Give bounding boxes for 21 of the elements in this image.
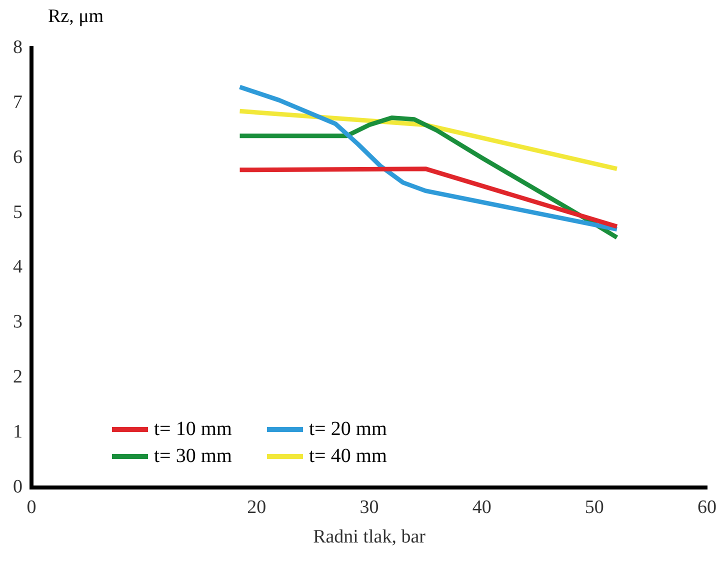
x-tick-label: 0 bbox=[26, 496, 36, 518]
x-tick-label: 40 bbox=[472, 496, 492, 518]
y-tick-label: 7 bbox=[13, 92, 22, 113]
x-tick-label: 50 bbox=[584, 496, 604, 518]
x-tick-label: 30 bbox=[360, 496, 379, 518]
y-tick-label: 4 bbox=[13, 256, 23, 278]
legend-label: t= 30 mm bbox=[154, 445, 232, 468]
x-tick-label: 20 bbox=[247, 496, 266, 518]
y-tick-label: 8 bbox=[13, 36, 22, 58]
y-tick-label: 0 bbox=[13, 476, 22, 498]
y-axis-title: Rz, μm bbox=[48, 6, 104, 28]
y-tick-label: 1 bbox=[13, 421, 22, 442]
x-tick-label: 60 bbox=[698, 496, 716, 518]
y-tick-label: 3 bbox=[13, 312, 22, 333]
y-tick-label: 5 bbox=[13, 202, 22, 223]
legend-label: t= 40 mm bbox=[309, 445, 387, 468]
y-tick-label: 6 bbox=[13, 146, 22, 168]
y-tick-label: 2 bbox=[13, 366, 22, 388]
x-axis-title: Radni tlak, bar bbox=[313, 526, 426, 548]
legend-label: t= 10 mm bbox=[154, 418, 232, 441]
legend-label: t= 20 mm bbox=[309, 418, 387, 441]
